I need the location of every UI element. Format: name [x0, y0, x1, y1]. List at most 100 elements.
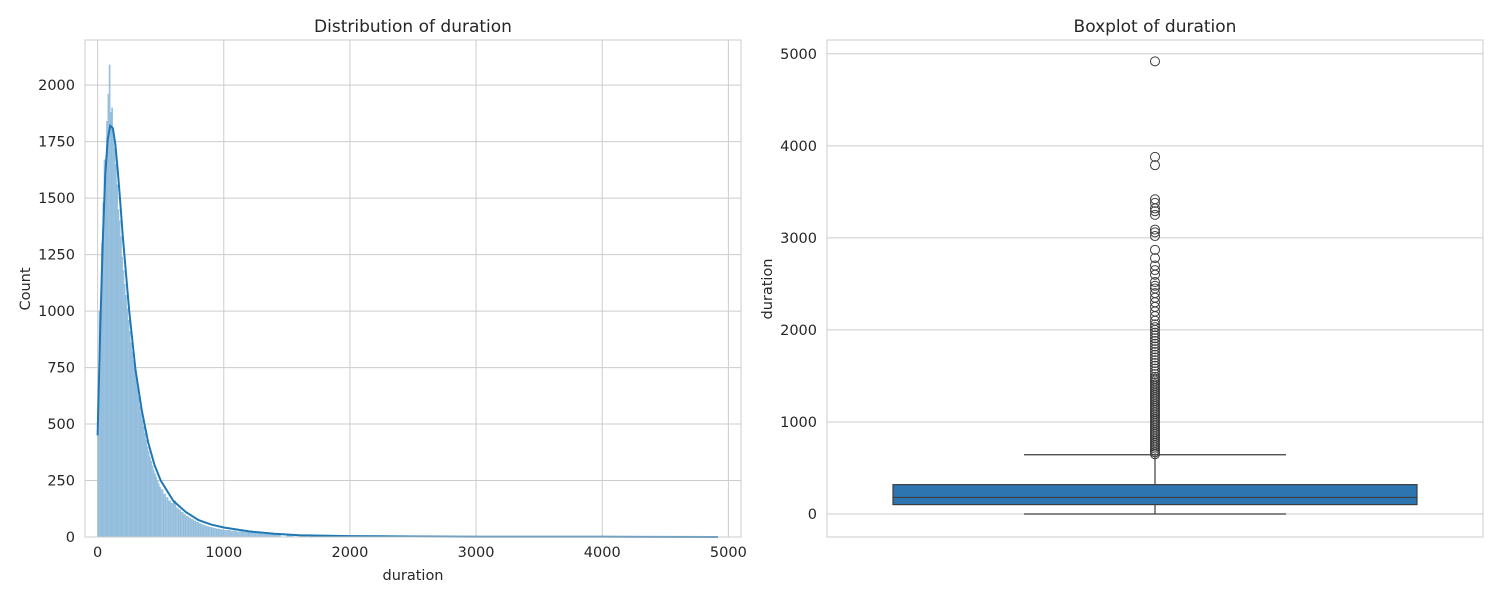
histogram-bar: [190, 519, 194, 538]
x-tick-label: 3000: [458, 545, 495, 561]
histogram-frame: [84, 39, 742, 538]
y-tick-label: 2000: [38, 78, 75, 94]
histogram-bar: [173, 500, 176, 538]
histogram-bar: [105, 175, 107, 538]
outlier-point: [1150, 151, 1160, 162]
histogram-bar: [110, 112, 112, 538]
outlier-point: [1150, 355, 1160, 366]
histogram-bar: [248, 532, 256, 538]
outlier-point: [1150, 327, 1160, 338]
histogram-bar: [150, 461, 153, 538]
histogram-bar: [127, 319, 130, 538]
histogram-bar: [168, 500, 171, 538]
histogram-bar: [193, 520, 197, 538]
y-tick-label: 250: [47, 474, 75, 490]
histogram-x-tick-labels: 0 1000 2000 3000 4000 5000: [93, 545, 747, 561]
histogram-bar: [211, 527, 214, 538]
y-tick-label: 2000: [780, 323, 817, 339]
histogram-bar: [242, 531, 250, 538]
histogram-bar: [205, 526, 209, 538]
histogram-bar: [121, 256, 123, 538]
histogram-bar: [236, 531, 243, 538]
y-tick-label: 1250: [38, 248, 75, 264]
outlier-point: [1150, 322, 1160, 333]
boxplot-panel: 0 1000 2000 3000 4000 5000 Boxplot of duratio…: [760, 17, 1484, 538]
histogram-bar: [149, 456, 151, 538]
outlier-point: [1150, 338, 1160, 349]
histogram-bar: [151, 465, 154, 538]
histogram-bar: [178, 509, 182, 538]
y-tick-label: 1000: [38, 304, 75, 320]
histogram-bar: [107, 94, 110, 538]
histogram-bar: [198, 523, 202, 538]
histogram-bar: [158, 483, 160, 538]
histogram-y-tick-labels: 0 250 500 750 1000 1250 1500 1750 2000: [38, 78, 75, 546]
boxplot-outliers: [1150, 56, 1160, 460]
outlier-point: [1150, 280, 1160, 291]
boxplot-y-axis-label: duration: [760, 258, 776, 319]
histogram-gridlines: [85, 40, 741, 538]
histogram-bar: [159, 487, 161, 538]
histogram-bar: [183, 514, 187, 538]
histogram-bar: [188, 517, 192, 538]
outlier-point: [1150, 231, 1160, 242]
histogram-bar: [113, 148, 116, 538]
outlier-point: [1150, 352, 1160, 363]
outlier-point: [1150, 371, 1160, 382]
outlier-point: [1150, 265, 1160, 276]
histogram-bar: [146, 446, 149, 538]
outlier-point: [1150, 347, 1160, 358]
histogram-bar: [140, 412, 142, 538]
histogram-bar: [145, 439, 147, 538]
histogram-bar: [139, 405, 141, 538]
y-tick-label: 5000: [780, 47, 817, 63]
histogram-bar: [154, 473, 156, 538]
histogram-x-axis-label: duration: [382, 568, 443, 584]
y-tick-label: 0: [808, 507, 817, 523]
histogram-bar: [221, 529, 224, 538]
histogram-panel: 0 1000 2000 3000 4000 5000 0 250 500 750 1000 1250…: [18, 17, 747, 584]
box-iqr: [892, 484, 1418, 506]
histogram-bar: [152, 470, 155, 538]
histogram-title: Distribution of duration: [314, 17, 512, 37]
outlier-point: [1150, 283, 1160, 294]
histogram-bar: [136, 387, 139, 538]
histogram-bar: [200, 524, 204, 538]
histogram-bar: [175, 507, 179, 538]
outlier-point: [1150, 330, 1160, 341]
histogram-bar: [216, 528, 219, 538]
outlier-point: [1150, 288, 1160, 299]
outlier-point: [1150, 260, 1160, 271]
histogram-bar: [208, 526, 212, 538]
outlier-point: [1150, 319, 1160, 330]
histogram-bar: [156, 480, 159, 538]
histogram-bar: [129, 331, 131, 538]
histogram-bar: [165, 497, 169, 538]
x-tick-label: 5000: [710, 545, 747, 561]
x-tick-label: 0: [93, 545, 102, 561]
outlier-point: [1150, 369, 1160, 380]
outlier-point: [1150, 366, 1160, 377]
outlier-point: [1150, 160, 1160, 171]
outlier-point: [1150, 349, 1160, 360]
outlier-point: [1150, 333, 1160, 344]
histogram-bar: [97, 435, 100, 538]
outlier-point: [1150, 253, 1160, 264]
histogram-bar: [123, 283, 126, 538]
histogram-bar: [170, 502, 174, 538]
outlier-point: [1150, 56, 1160, 67]
outlier-point: [1150, 360, 1160, 371]
outlier-point: [1150, 194, 1160, 205]
outlier-point: [1150, 363, 1160, 374]
x-tick-label: 2000: [331, 545, 368, 561]
histogram-bar: [117, 209, 120, 538]
histogram-bar: [160, 489, 164, 538]
histogram-bar: [141, 419, 144, 538]
outlier-point: [1150, 197, 1160, 208]
outlier-point: [1150, 244, 1160, 255]
histogram-bar: [144, 432, 146, 538]
outlier-point: [1150, 341, 1160, 352]
outlier-point: [1150, 224, 1160, 235]
histogram-bar: [116, 184, 118, 538]
